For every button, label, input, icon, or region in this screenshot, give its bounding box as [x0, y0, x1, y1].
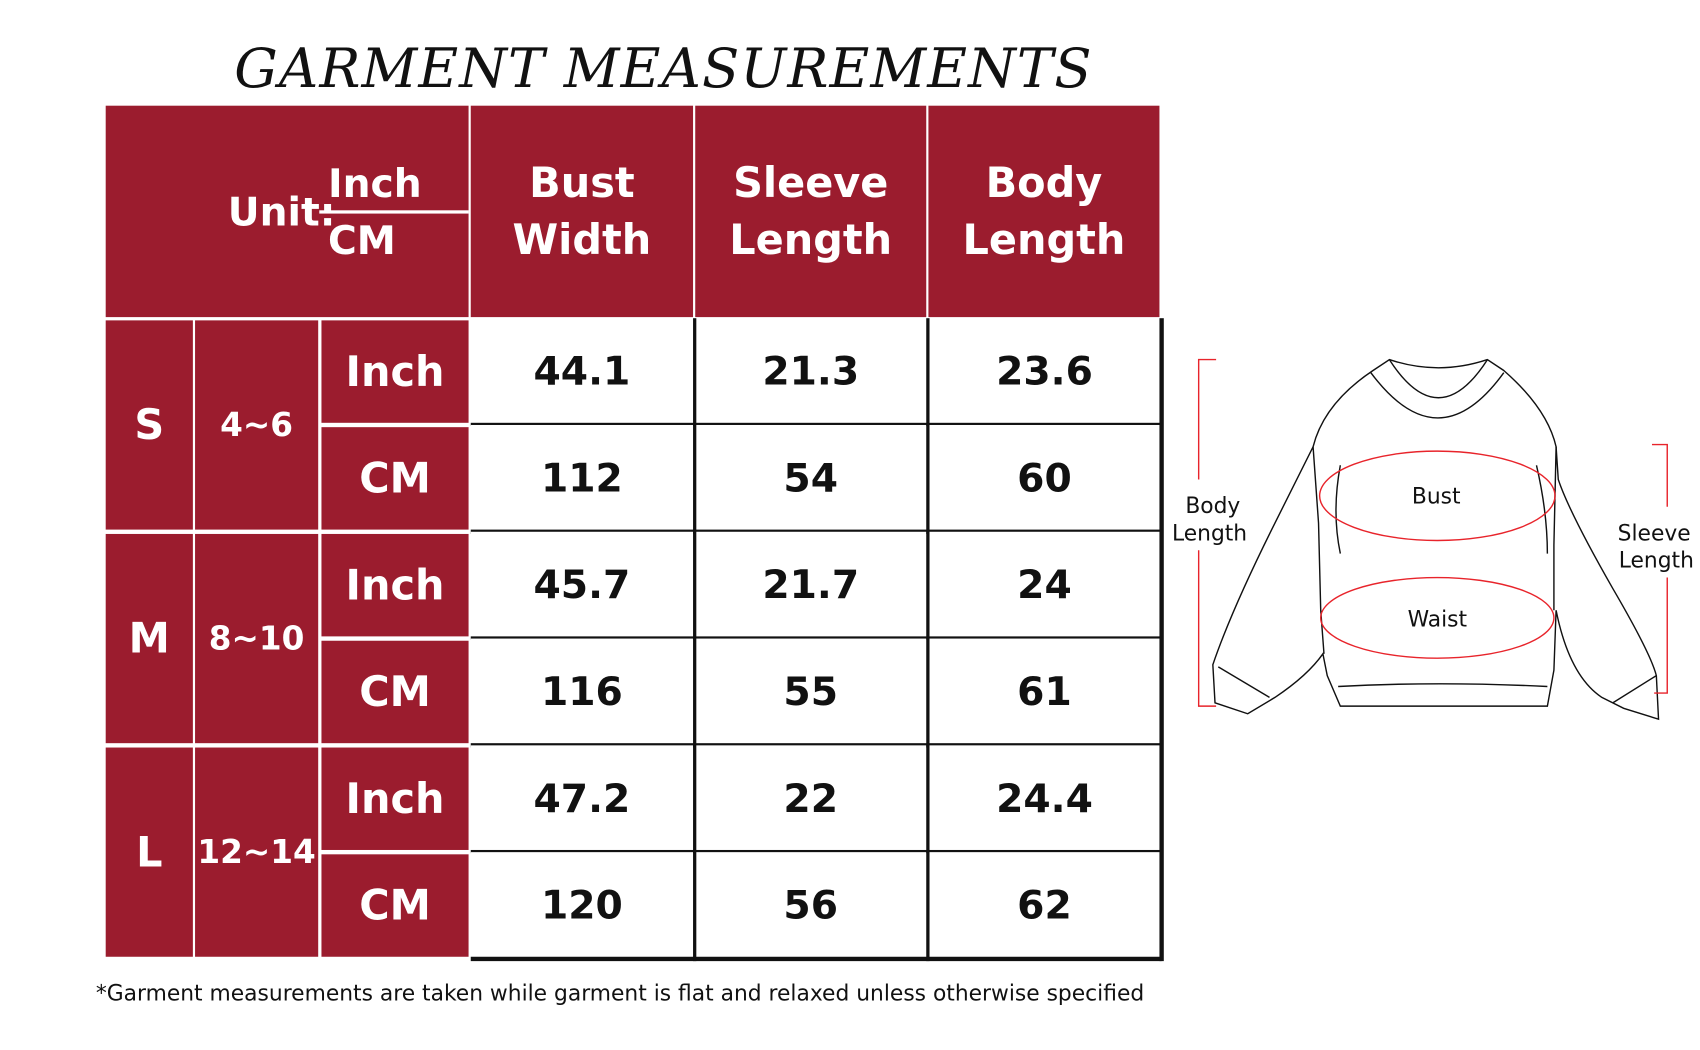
- column-divider: [926, 318, 930, 962]
- sleeve-length-label: Sleeve: [1618, 521, 1691, 546]
- unit-cell: CM: [321, 427, 469, 530]
- table-cell: 22: [695, 745, 927, 853]
- body-length-bracket-bottom: [1197, 550, 1217, 707]
- sweater-outline: [1212, 358, 1660, 721]
- measurement-lines: [1197, 358, 1668, 707]
- table-cell: 116: [470, 638, 694, 746]
- unit-inch-label: Inch: [327, 162, 422, 208]
- row-divider: [470, 956, 1162, 962]
- header-line: Length: [962, 215, 1126, 264]
- size-cell: S: [105, 320, 193, 530]
- unit-header-cell: Unit: Inch CM: [105, 105, 469, 318]
- table-cell: 24: [928, 531, 1161, 639]
- column-divider: [1159, 318, 1164, 962]
- column-divider: [693, 318, 697, 962]
- unit-cell: CM: [321, 854, 469, 957]
- body-length-label: Body: [1185, 494, 1240, 519]
- body-length-bracket-top: [1197, 358, 1217, 480]
- unit-label: Unit:: [227, 190, 336, 236]
- header-line: Body: [985, 159, 1103, 208]
- table-cell: 61: [928, 638, 1161, 746]
- row-divider: [470, 529, 1162, 534]
- table-cell: 21.3: [695, 318, 927, 425]
- table-cell: 55: [695, 638, 927, 746]
- table-cell: 54: [695, 424, 927, 532]
- unit-cell: Inch: [321, 533, 469, 637]
- row-divider: [470, 849, 1162, 854]
- table-cell: 60: [928, 424, 1161, 532]
- column-header-body-length: Body Length: [928, 105, 1160, 318]
- unit-divider: [319, 210, 469, 214]
- header-line: Sleeve: [733, 159, 889, 208]
- table-cell: 21.7: [695, 531, 927, 639]
- table-cell: 112: [470, 424, 694, 532]
- table-cell: 62: [928, 852, 1161, 959]
- table-cell: 47.2: [470, 745, 694, 853]
- unit-cell: Inch: [321, 320, 469, 423]
- sleeve-length-label: Length: [1619, 549, 1694, 574]
- waist-label: Waist: [1408, 608, 1468, 633]
- row-divider: [470, 422, 1162, 427]
- header-line: Width: [512, 215, 652, 264]
- size-cell: M: [105, 533, 193, 744]
- bust-label: Bust: [1412, 484, 1461, 509]
- table-cell: 120: [470, 852, 694, 959]
- age-cell: 4~6: [195, 320, 319, 530]
- age-cell: 8~10: [195, 533, 319, 744]
- age-cell: 12~14: [195, 747, 319, 957]
- bust-ellipse: [1318, 450, 1556, 542]
- sleeve-length-bracket-bottom: [1654, 577, 1668, 694]
- unit-cell: Inch: [321, 747, 469, 850]
- column-header-sleeve-length: Sleeve Length: [695, 105, 927, 318]
- page-title: GARMENT MEASUREMENTS: [234, 37, 1093, 101]
- waist-ellipse: [1320, 576, 1555, 659]
- table-cell: 45.7: [470, 531, 694, 639]
- size-cell: L: [105, 747, 193, 957]
- unit-cell: CM: [321, 640, 469, 744]
- footnote: *Garment measurements are taken while ga…: [95, 979, 1145, 1006]
- table-cell: 23.6: [928, 318, 1161, 425]
- column-header-bust-width: Bust Width: [470, 105, 694, 318]
- table-cell: 56: [695, 852, 927, 959]
- body-length-label: Length: [1172, 521, 1247, 546]
- row-divider: [470, 636, 1162, 640]
- sweater-diagram: Body Length Sleeve Length Bust Waist: [1172, 358, 1694, 721]
- table-cell: 24.4: [928, 745, 1161, 853]
- unit-cm-label: CM: [327, 219, 396, 264]
- header-line: Bust: [529, 159, 635, 208]
- sleeve-length-bracket-top: [1651, 443, 1668, 507]
- header-line: Length: [729, 215, 893, 264]
- table-cell: 44.1: [470, 318, 694, 425]
